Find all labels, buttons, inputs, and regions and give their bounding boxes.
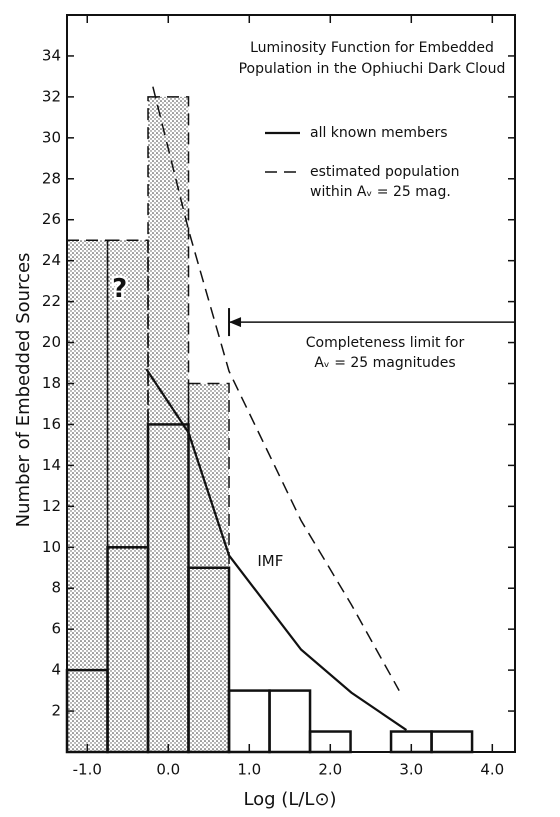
curve [152,86,400,691]
y-tick-label: 20 [42,333,61,351]
y-axis-label: Number of Embedded Sources [13,253,34,528]
x-tick-label: 2.0 [318,761,342,779]
bar [66,239,109,753]
legend-label: all known members [310,125,448,141]
y-tick-label: 28 [42,169,61,187]
annotation: ? [112,274,127,304]
y-tick-label: 12 [42,497,61,515]
y-tick-label: 32 [42,87,61,105]
y-tick-label: 8 [51,579,61,597]
x-tick-label: -1.0 [73,761,102,779]
y-tick-label: 4 [51,661,61,679]
bar [106,239,149,753]
y-tick-label: 10 [42,538,61,556]
y-tick-label: 34 [42,46,61,64]
y-tick-label: 26 [42,210,61,228]
curve-label: IMF [257,552,283,570]
y-tick-label: 30 [42,128,61,146]
legend-label: estimated population within Aᵥ = 25 mag. [310,164,460,200]
x-tick-label: 4.0 [480,761,504,779]
chart-title: Luminosity Function for Embedded [250,40,494,56]
x-tick-label: 0.0 [156,761,180,779]
annotation: Aᵥ = 25 magnitudes [314,355,455,371]
curve [145,368,408,732]
y-tick-label: 22 [42,292,61,310]
bar [430,730,474,754]
y-tick-label: 6 [51,620,61,638]
y-tick-label: 2 [51,702,61,720]
x-axis-label: Log (L/L⊙) [243,789,336,810]
x-tick-label: 1.0 [237,761,261,779]
y-tick-label: 24 [42,251,61,269]
bar [268,689,312,754]
annotation: Completeness limit for [306,335,465,351]
chart-title: Population in the Ophiuchi Dark Cloud [239,61,506,77]
y-tick-label: 18 [42,374,61,392]
x-tick-label: 3.0 [399,761,423,779]
bar [227,689,271,754]
y-tick-label: 14 [42,456,61,474]
y-tick-label: 16 [42,415,61,433]
arrow-head [229,317,242,328]
